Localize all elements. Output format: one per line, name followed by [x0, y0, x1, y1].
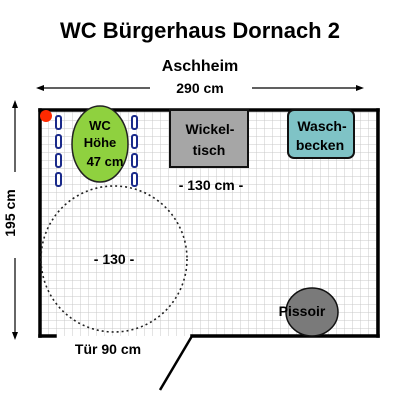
- grab-bar-right: [131, 115, 138, 187]
- width-label: 290 cm: [176, 80, 223, 96]
- wc-toilet: [71, 105, 129, 183]
- height-dimension-arrow: [12, 100, 18, 340]
- changing-table-label: Wickel-: [186, 121, 235, 137]
- sink: [287, 109, 355, 159]
- width-dimension-arrow: [36, 85, 364, 91]
- turning-circle-label: - 130 -: [94, 251, 135, 267]
- wc-height-label: Höhe: [84, 135, 117, 150]
- grab-bar-left: [55, 115, 62, 187]
- wc-label: WC: [89, 118, 111, 133]
- wc-height-value: 47 cm: [87, 154, 124, 169]
- door-label: Tür 90 cm: [75, 341, 141, 357]
- urinal-label: Pissoir: [279, 303, 326, 319]
- changing-table-label-2: tisch: [193, 142, 226, 158]
- changing-table: [169, 109, 249, 168]
- door-leaf: [158, 335, 194, 391]
- sink-label: Wasch-: [297, 118, 347, 134]
- table-clearance-label: - 130 cm -: [179, 177, 244, 193]
- turning-circle: [40, 185, 188, 333]
- emergency-button-icon: [40, 110, 52, 122]
- urinal: [285, 287, 339, 337]
- height-label: 195 cm: [2, 189, 18, 236]
- sink-label-2: becken: [296, 137, 344, 153]
- page-subtitle: Aschheim: [161, 58, 239, 75]
- page-title: WC Bürgerhaus Dornach 2: [60, 18, 340, 43]
